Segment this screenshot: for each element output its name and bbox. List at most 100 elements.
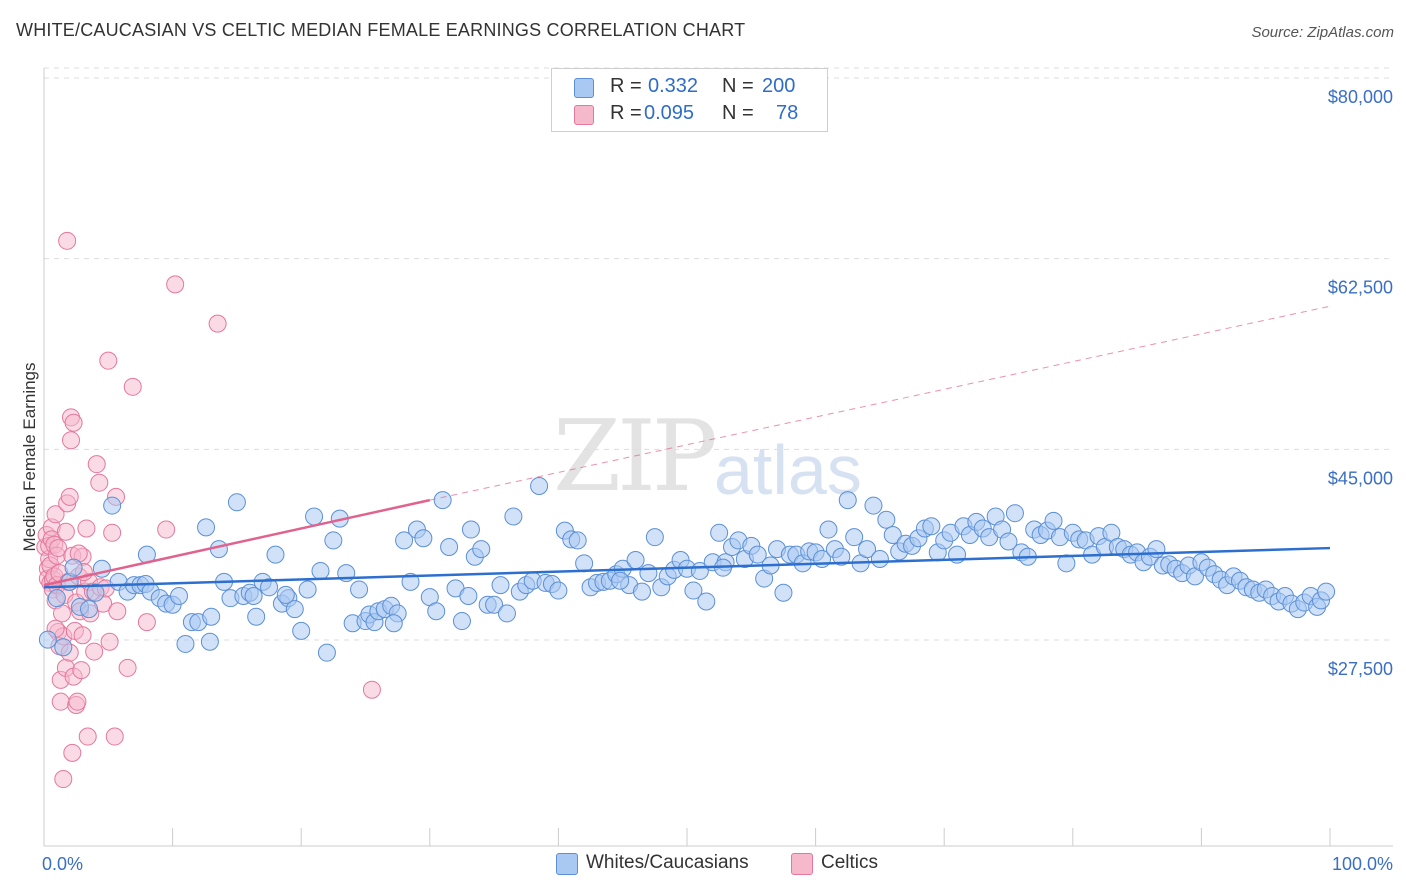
celtics-point [46, 505, 65, 524]
y-tick-label: $27,500 [1328, 659, 1393, 679]
whites-point [461, 520, 480, 539]
whites-point [877, 510, 896, 529]
whites-point [170, 587, 189, 606]
x-tick-label-min: 0.0% [42, 854, 83, 874]
celtics-point [90, 473, 109, 492]
watermark-zip: ZIP [553, 400, 718, 514]
whites-point [433, 491, 452, 510]
legend: R = 0.332 N = 200 R = 0.095 N = 78 [551, 68, 828, 132]
y-tick-label: $62,500 [1328, 278, 1393, 298]
celtics-point [123, 377, 142, 396]
celtics-point [56, 522, 75, 541]
celtics-point [108, 602, 127, 621]
whites-point [401, 572, 420, 591]
whites-point [1057, 554, 1076, 573]
whites-point [832, 547, 851, 566]
celtics-point [103, 523, 122, 542]
celtics-point [157, 520, 176, 539]
whites-point [54, 638, 73, 657]
legend-swatch-whites [574, 78, 594, 98]
celtics-trend-line [43, 498, 431, 587]
celtics-point [362, 680, 381, 699]
whites-point [298, 580, 317, 599]
whites-point [1317, 582, 1336, 601]
whites-point [292, 621, 311, 640]
legend-n-label: N = [722, 75, 754, 97]
legend-row-celtics: R = 0.095 N = 78 [552, 101, 827, 127]
y-tick-label: $45,000 [1328, 468, 1393, 488]
whites-point [200, 632, 219, 651]
whites-point [530, 476, 549, 495]
whites-point [684, 581, 703, 600]
celtics-point [166, 275, 185, 294]
x-tick-label-max: 100.0% [1332, 854, 1393, 874]
whites-point [697, 592, 716, 611]
whites-point [285, 600, 304, 619]
legend-n-label: N = [722, 102, 754, 124]
bottom-legend-label-whites: Whites/Caucasians [586, 852, 749, 873]
celtics-point [58, 231, 77, 250]
whites-point [870, 549, 889, 568]
celtics-point [60, 487, 79, 506]
whites-point [858, 540, 877, 559]
whites-point [64, 558, 83, 577]
legend-r-value: 0.332 [648, 75, 699, 97]
celtics-point [64, 413, 83, 432]
whites-point [568, 531, 587, 550]
y-tick-labels: $27,500 $45,000 $62,500 $80,000 [1328, 87, 1393, 679]
celtics-point [99, 351, 118, 370]
trend-lines [43, 305, 1331, 589]
whites-point [575, 554, 594, 573]
whites-point [47, 589, 66, 608]
bottom-legend-label-celtics: Celtics [821, 852, 879, 873]
celtics-point [73, 626, 92, 645]
y-tick-label: $80,000 [1328, 87, 1393, 107]
celtics-point [87, 455, 106, 474]
whites-point [427, 602, 446, 621]
whites-point [1147, 540, 1166, 559]
whites-point [864, 496, 883, 515]
source-credit: Source: ZipAtlas.com [1251, 24, 1394, 41]
whites-point [748, 545, 767, 564]
whites-point [247, 607, 266, 626]
whites-point [260, 578, 279, 597]
whites-point [103, 496, 122, 515]
whites-point [80, 600, 99, 619]
whites-point [883, 525, 902, 544]
legend-r-label: R = [610, 102, 642, 124]
celtics-point [77, 519, 96, 538]
whites-point [414, 529, 433, 548]
whites-point [645, 528, 664, 547]
whites-point [472, 540, 491, 559]
whites-point [244, 587, 263, 606]
whites-point [1044, 511, 1063, 530]
whites-point [197, 518, 216, 537]
whites-point [838, 491, 857, 510]
celtics-point [54, 770, 73, 789]
whites-point [266, 545, 285, 564]
whites-point [491, 576, 510, 595]
whites-point [549, 581, 568, 600]
bottom-legend-swatch-whites [556, 853, 578, 875]
whites-point [311, 561, 330, 580]
whites-point [710, 523, 729, 542]
celtics-points [36, 231, 381, 789]
celtics-point [137, 613, 156, 632]
bottom-legend-swatch-celtics [791, 853, 813, 875]
whites-point [440, 537, 459, 556]
celtics-point [85, 642, 104, 661]
y-axis-title: Median Female Earnings [20, 363, 39, 552]
celtics-point [53, 604, 72, 623]
whites-point [626, 551, 645, 570]
whites-point [819, 520, 838, 539]
legend-row-whites: R = 0.332 N = 200 [552, 74, 827, 100]
whites-points [38, 476, 1336, 662]
celtics-point [208, 314, 227, 333]
whites-point [485, 595, 504, 614]
whites-point [276, 585, 295, 604]
legend-r-label: R = [610, 75, 642, 97]
whites-point [202, 607, 221, 626]
whites-point [395, 531, 414, 550]
axes [43, 68, 1393, 847]
